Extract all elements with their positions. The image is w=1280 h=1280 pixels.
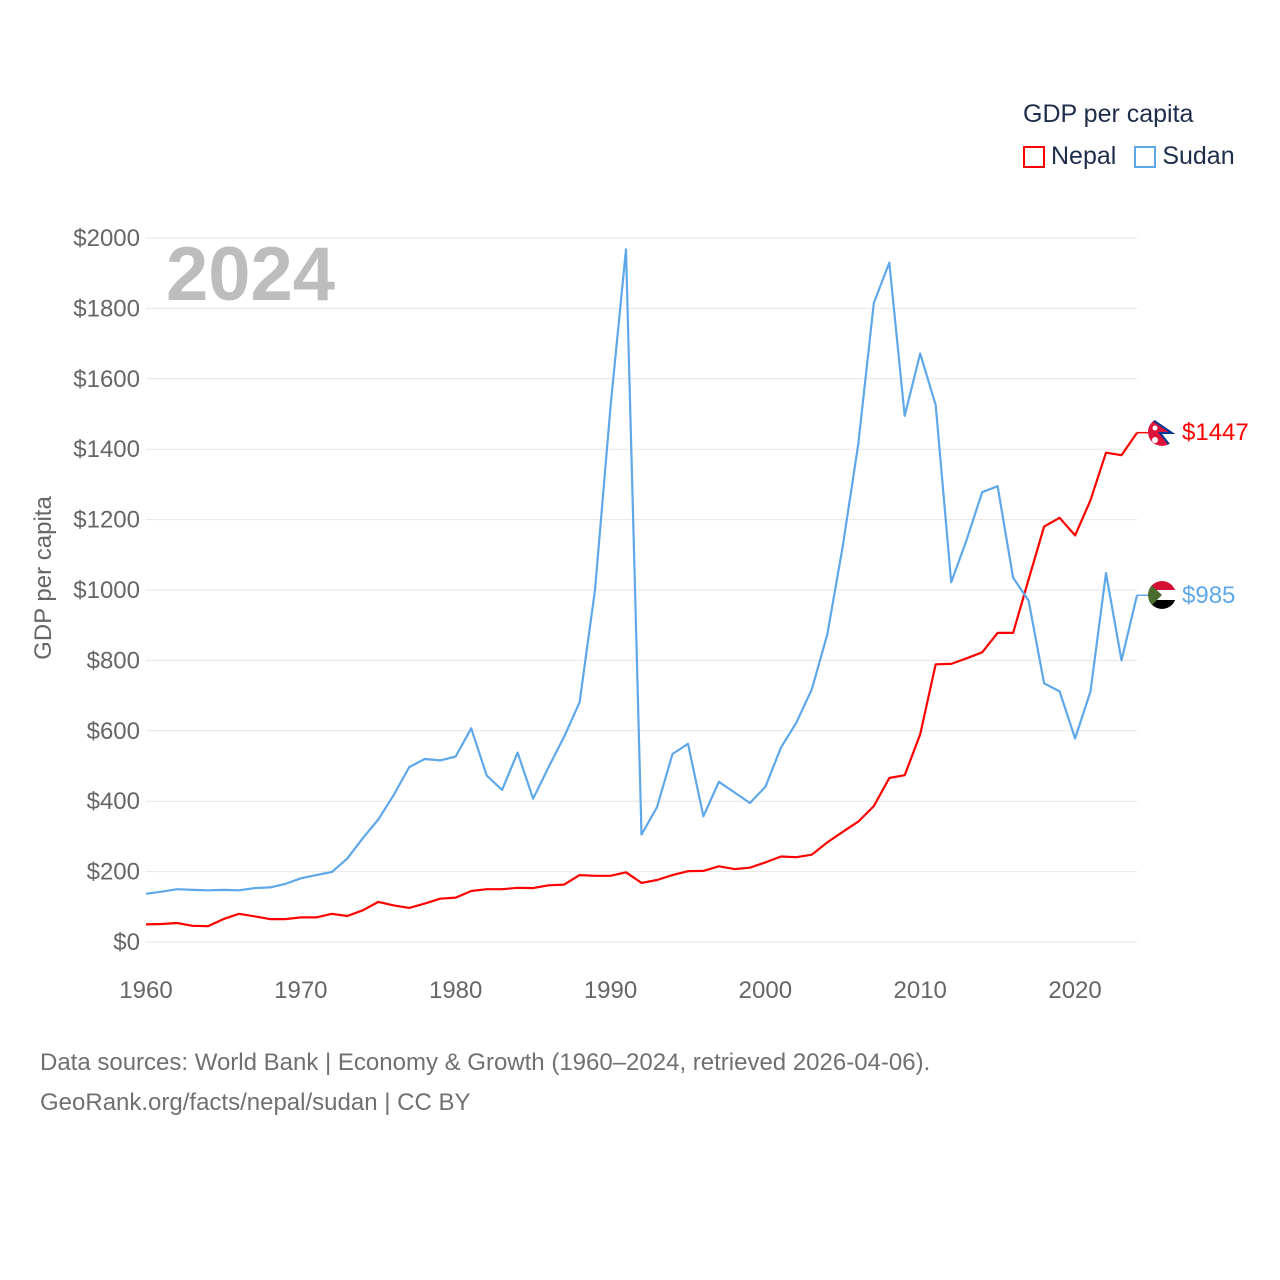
x-tick-label: 2010 <box>894 977 947 1004</box>
legend-label-sudan: Sudan <box>1162 142 1235 170</box>
y-axis-label: GDP per capita <box>30 496 57 660</box>
end-value-label-nepal: $1447 <box>1182 419 1249 446</box>
series-line-nepal <box>145 432 1138 928</box>
year-watermark: 2024 <box>166 232 335 317</box>
legend: Nepal Sudan <box>1023 142 1235 171</box>
x-tick-label: 1970 <box>274 977 327 1004</box>
x-tick-label: 2000 <box>739 977 792 1004</box>
footer-credit[interactable]: GeoRank.org/facts/nepal/sudan | CC BY <box>40 1089 471 1116</box>
y-tick-label: $2000 <box>73 225 140 252</box>
y-tick-label: $200 <box>87 859 140 886</box>
x-tick-label: 1980 <box>429 977 482 1004</box>
y-tick-label: $400 <box>87 788 140 815</box>
legend-swatch-sudan <box>1134 145 1157 168</box>
y-tick-label: $1400 <box>73 436 140 463</box>
legend-label-nepal: Nepal <box>1051 142 1117 170</box>
end-value-label-sudan: $985 <box>1182 582 1235 609</box>
x-tick-label: 2020 <box>1048 977 1101 1004</box>
y-tick-label: $1200 <box>73 507 140 534</box>
y-tick-label: $1600 <box>73 366 140 393</box>
y-tick-label: $800 <box>87 647 140 674</box>
legend-title: GDP per capita <box>1023 100 1194 128</box>
footer: Data sources: World Bank | Economy & Gro… <box>40 1043 930 1123</box>
y-tick-label: $0 <box>113 929 140 956</box>
series-line-sudan <box>145 248 1139 895</box>
nepal-flag-icon <box>1148 418 1176 446</box>
legend-swatch-nepal <box>1023 145 1045 168</box>
x-tick-label: 1960 <box>119 977 172 1004</box>
y-tick-label: $1000 <box>73 577 140 604</box>
y-tick-label: $1800 <box>73 295 140 322</box>
footer-sources: Data sources: World Bank | Economy & Gro… <box>40 1049 931 1076</box>
y-tick-label: $600 <box>87 718 140 745</box>
x-tick-label: 1990 <box>584 977 637 1004</box>
legend-item-nepal[interactable]: Nepal <box>1023 142 1116 171</box>
legend-item-sudan[interactable]: Sudan <box>1134 142 1235 171</box>
sudan-flag-icon <box>1148 581 1176 609</box>
